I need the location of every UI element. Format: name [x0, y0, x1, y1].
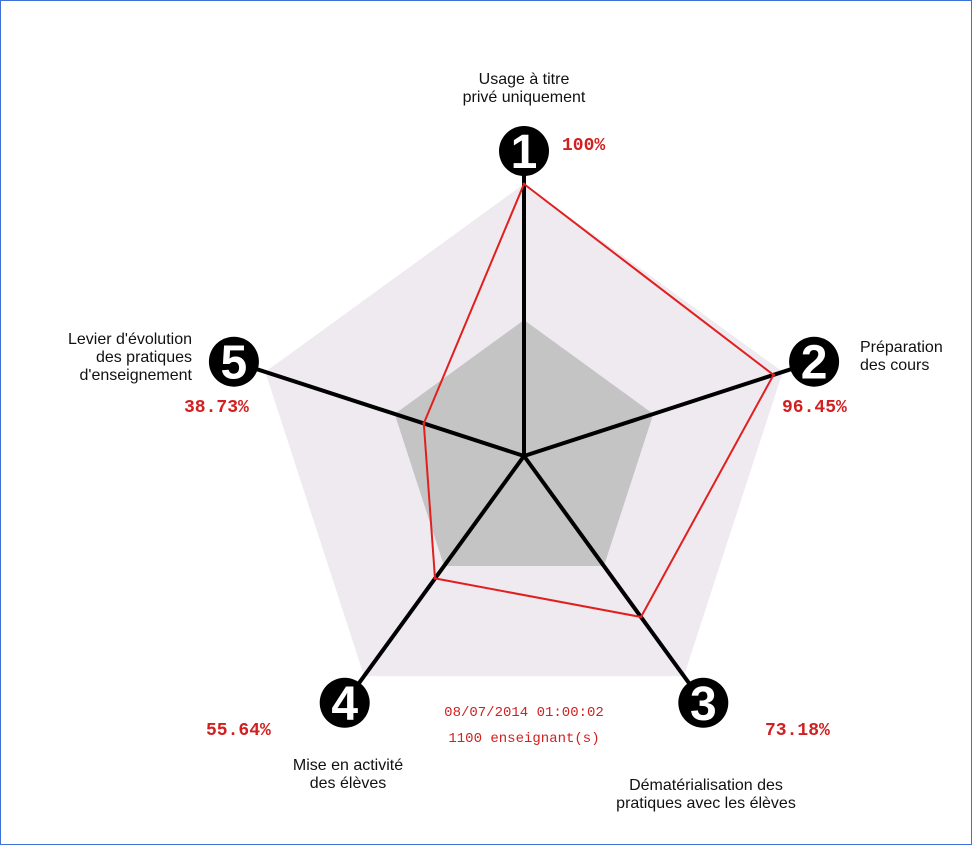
marker-number: 4: [331, 678, 358, 731]
value-label-3: 73.18%: [765, 721, 830, 741]
data-point-2: [772, 373, 775, 377]
marker-number: 5: [221, 337, 248, 390]
axis-label-4: Mise en activité des élèves: [293, 757, 403, 792]
axis-marker-2: 2: [789, 336, 840, 390]
data-point-4: [433, 576, 437, 580]
marker-circle: [789, 336, 840, 387]
axis-marker-1: 1: [499, 126, 549, 179]
data-point-1: [522, 182, 526, 186]
marker-circle: [319, 677, 370, 728]
respondent-count-text: 1100 enseignant(s): [448, 731, 599, 747]
axis-line-5: [233, 359, 525, 458]
value-label-5: 38.73%: [184, 398, 249, 418]
data-point-3: [639, 615, 643, 619]
axis-label-5: Levier d'évolution des pratiques d'enseign…: [68, 331, 193, 384]
value-label-4: 55.64%: [206, 721, 271, 741]
marker-number: 1: [511, 126, 538, 179]
marker-circle: [678, 677, 729, 728]
axis-label-2: Préparation des cours: [860, 339, 943, 374]
axis-marker-3: 3: [678, 677, 729, 731]
date-text: 08/07/2014 01:00:02: [444, 705, 604, 721]
axis-marker-5: 5: [208, 336, 259, 390]
series-polygon: [422, 182, 775, 619]
axis-marker-4: 4: [319, 677, 370, 731]
axis-label-1: Usage à titre privé uniquement: [463, 71, 586, 106]
marker-number: 3: [690, 678, 717, 731]
data-point-5: [422, 421, 426, 425]
axis-line-3: [522, 454, 705, 704]
value-label-2: 96.45%: [782, 398, 847, 418]
value-label-1: 100%: [562, 136, 605, 156]
axis-label-3: Dématérialisation des pratiques avec les …: [616, 777, 796, 812]
marker-circle: [499, 126, 549, 176]
axis-line-2: [523, 359, 815, 458]
marker-number: 2: [801, 337, 828, 390]
marker-circle: [208, 336, 259, 387]
